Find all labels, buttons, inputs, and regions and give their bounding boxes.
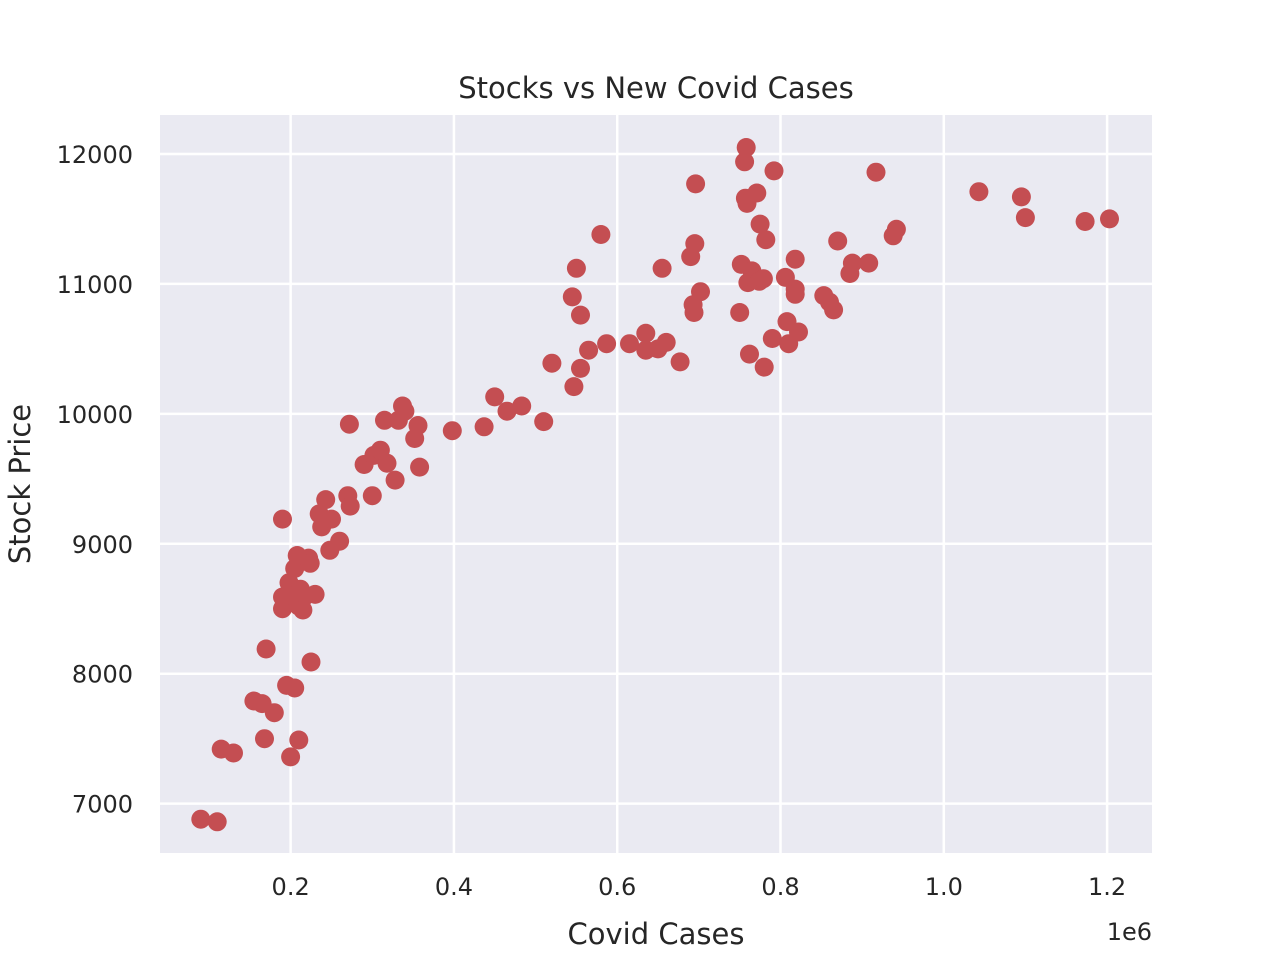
data-point [620,334,639,354]
y-tick-label: 11000 [57,271,133,299]
data-point [656,332,676,352]
y-tick-label: 9000 [72,531,133,559]
data-point [224,743,243,763]
data-point [322,509,341,529]
data-point [735,152,755,172]
data-point [730,303,750,322]
data-point [1015,208,1035,228]
x-tick-label: 0.8 [761,873,799,901]
data-point [571,358,590,378]
data-point [1100,209,1119,229]
data-point [534,412,554,432]
data-point [785,249,805,269]
data-point [362,486,382,506]
data-point [685,234,705,254]
data-point [377,453,397,473]
data-point [375,410,394,430]
data-point [756,230,776,250]
plot-area [160,115,1152,853]
data-point [747,183,767,203]
data-point [340,496,360,516]
x-tick-label: 0.4 [435,873,473,901]
data-point [564,377,584,397]
x-tick-labels: 0.2 0.4 0.6 0.8 1.0 1.2 [272,873,1127,901]
data-point [273,509,292,529]
x-axis-offset-text: 1e6 [1107,918,1152,946]
data-point [301,652,321,672]
data-point [305,584,325,604]
data-point [753,269,773,289]
data-point [591,225,611,244]
data-point [264,703,284,723]
x-tick-label: 0.6 [598,873,636,901]
data-point [562,287,582,307]
data-point [754,357,774,377]
data-point [255,729,274,749]
data-point [542,353,562,373]
data-point [512,396,532,416]
data-point [740,344,759,364]
data-point [316,490,336,510]
y-tick-label: 8000 [72,661,133,689]
data-point [789,322,808,342]
y-tick-label: 10000 [57,401,133,429]
data-point [691,282,710,302]
data-point [474,417,494,437]
data-point [408,416,428,435]
data-point [736,138,756,157]
y-tick-label: 7000 [72,791,133,819]
data-point [828,231,848,251]
data-point [293,600,313,620]
data-point [785,284,805,304]
data-point [289,730,309,750]
data-point [330,531,350,551]
y-tick-labels: 7000 8000 9000 10000 11000 12000 [57,141,133,819]
data-point [579,340,599,360]
data-point [571,305,590,325]
data-point [762,329,782,348]
data-point [191,809,211,829]
x-tick-label: 1.0 [925,873,963,901]
data-point [285,678,305,698]
data-point [859,253,879,273]
data-point [597,334,617,354]
data-point [636,323,656,343]
data-point [410,457,430,477]
data-point [842,253,862,273]
data-point [750,214,770,234]
data-point [566,258,586,278]
data-point [670,352,690,372]
x-tick-label: 0.2 [272,873,310,901]
data-point [442,421,462,441]
data-point [686,174,706,194]
data-point [395,401,415,421]
data-point [207,812,227,832]
data-point [684,303,704,322]
chart-title: Stocks vs New Covid Cases [458,71,853,105]
data-point [256,639,276,659]
data-point [300,553,320,573]
data-point [497,401,517,421]
data-points [191,138,1119,832]
data-point [1011,187,1031,207]
data-point [385,470,405,490]
x-tick-label: 1.2 [1088,873,1126,901]
y-axis-label: Stock Price [3,404,37,564]
data-point [281,747,301,767]
x-axis-label: Covid Cases [568,917,745,951]
data-point [485,387,505,407]
data-point [866,162,886,182]
y-tick-label: 12000 [57,141,133,169]
data-point [339,414,359,434]
data-point [824,300,844,320]
data-point [886,219,906,239]
data-point [969,182,989,202]
data-point [1075,212,1095,231]
data-point [764,161,784,181]
data-point [652,258,672,278]
